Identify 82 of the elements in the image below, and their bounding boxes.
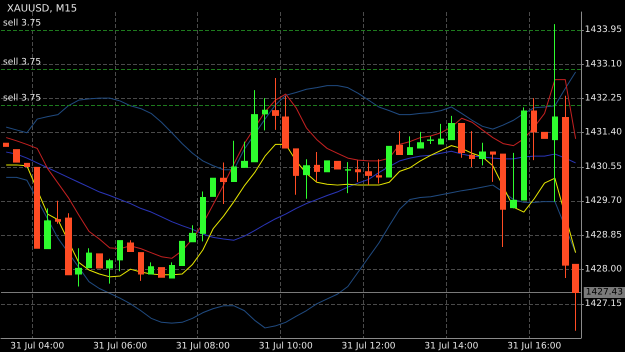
y-tick-label: 1429.70 — [584, 196, 622, 206]
candlestick — [438, 123, 444, 145]
candlestick — [314, 152, 320, 182]
candlestick — [200, 191, 206, 242]
candlestick — [334, 160, 341, 170]
candlestick — [169, 262, 175, 279]
ref-line-label: sell 3.75 — [3, 93, 42, 104]
candlestick — [3, 142, 9, 147]
ref-line-label: sell 3.75 — [3, 58, 42, 68]
candlestick — [272, 78, 279, 130]
candlestick — [65, 212, 72, 276]
line-series — [6, 144, 576, 278]
candlestick — [55, 200, 61, 224]
y-tick-label: 1432.25 — [584, 94, 622, 104]
line-series — [6, 150, 576, 241]
candlestick — [75, 248, 82, 287]
candlestick — [251, 90, 258, 162]
candlestick — [469, 130, 475, 168]
y-tick-label: 1428.85 — [584, 230, 622, 240]
line-series — [6, 176, 576, 328]
candlestick — [324, 160, 330, 172]
candlestick — [500, 154, 506, 248]
candlestick — [117, 240, 123, 272]
candlestick — [490, 152, 496, 182]
candlestick — [293, 148, 299, 196]
candlestick — [241, 141, 248, 168]
candlestick — [386, 146, 392, 178]
candlestick — [407, 136, 413, 155]
candlestick — [355, 160, 361, 182]
candlestick — [521, 106, 527, 200]
candlestick — [458, 122, 465, 158]
candlestick — [262, 98, 268, 131]
candlestick — [220, 162, 227, 204]
y-tick-label: 1428.00 — [584, 264, 622, 275]
candlestick — [44, 208, 51, 250]
candlestick — [189, 224, 196, 242]
candlestick — [479, 142, 486, 166]
x-tick-label: 31 Jul 04:00 — [10, 342, 64, 352]
candlestick — [345, 162, 351, 194]
candlestick — [552, 24, 558, 202]
x-tick-label: 31 Jul 14:00 — [424, 342, 479, 352]
x-tick-label: 31 Jul 12:00 — [342, 342, 396, 352]
candlestick — [96, 253, 103, 268]
line-series — [6, 71, 576, 170]
candlestick — [13, 149, 20, 163]
y-tick-label: 1433.95 — [584, 25, 622, 36]
candlestick — [231, 140, 237, 182]
candlestick — [448, 115, 455, 140]
candlestick — [86, 248, 92, 268]
candlestick — [541, 132, 548, 139]
candlestick — [138, 252, 144, 282]
candlestick — [572, 264, 579, 332]
y-tick-label: 1430.55 — [584, 162, 622, 172]
candlestick — [34, 166, 40, 249]
y-tick-label: 1431.40 — [584, 128, 622, 138]
candlestick — [24, 162, 30, 168]
candlestick — [148, 262, 154, 275]
candlestick — [158, 267, 165, 278]
candlestick — [562, 95, 569, 279]
candlestick — [376, 158, 382, 184]
candlestick — [417, 131, 424, 149]
candlestick — [396, 130, 403, 155]
candlestick — [106, 258, 113, 284]
chart-title: XAUUSD, M15 — [7, 4, 78, 14]
candlestick — [127, 240, 134, 252]
ref-line-label: 1427.43 — [586, 288, 623, 298]
x-tick-label: 31 Jul 08:00 — [176, 342, 230, 352]
candlestick — [282, 96, 289, 149]
candlestick — [531, 98, 537, 161]
candlestick — [510, 152, 517, 209]
x-tick-label: 31 Jul 06:00 — [93, 342, 148, 352]
candlestick — [427, 136, 434, 145]
candlestick — [303, 158, 310, 200]
x-tick-label: 31 Jul 10:00 — [258, 342, 313, 352]
candlestick — [179, 240, 185, 266]
y-tick-label: 1427.15 — [584, 298, 622, 309]
ref-line-label: sell 3.75 — [3, 18, 42, 29]
line-series — [6, 79, 576, 259]
y-tick-label: 1433.10 — [584, 59, 622, 70]
x-tick-label: 31 Jul 16:00 — [507, 342, 562, 352]
candlestick — [365, 162, 372, 186]
candlestick — [210, 178, 216, 197]
